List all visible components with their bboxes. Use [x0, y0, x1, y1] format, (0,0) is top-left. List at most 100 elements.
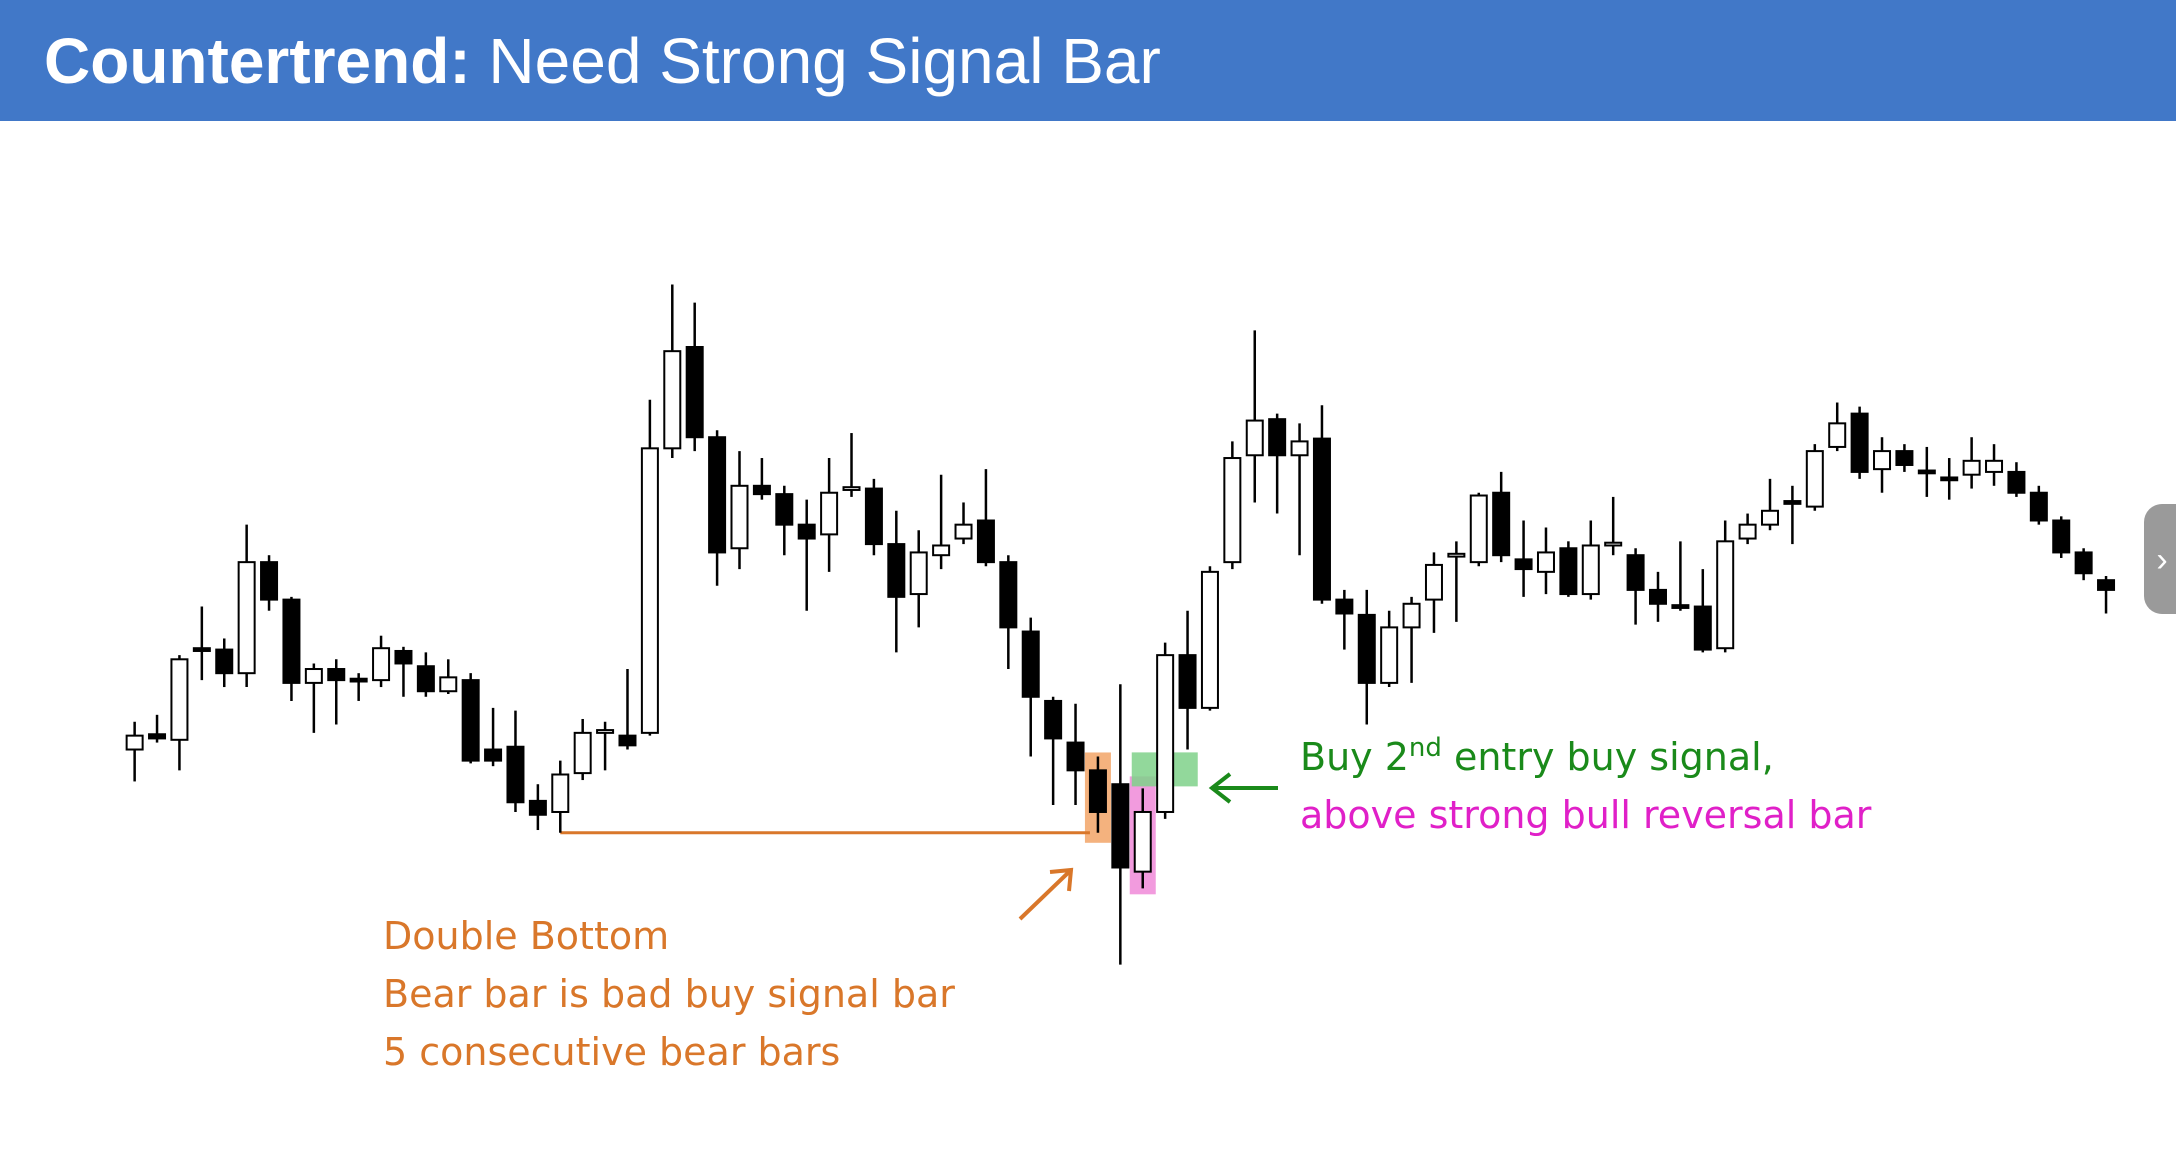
candle-body [304, 668, 323, 684]
annotation-line: 5 consecutive bear bars [383, 1030, 840, 1074]
candle-body [976, 519, 995, 564]
candle-body [2007, 470, 2026, 494]
candle-body [215, 648, 234, 675]
side-tab-icon[interactable]: › [2156, 541, 2167, 579]
candle-body [1738, 523, 1757, 540]
buy-sup: nd [1409, 733, 1442, 763]
candle-body [1021, 630, 1040, 698]
candle-body [1761, 509, 1780, 526]
side-tab[interactable]: › [2144, 504, 2176, 614]
candle-body [372, 647, 391, 682]
header-bar [0, 0, 2176, 121]
candle-body [349, 677, 368, 683]
candle-body [1985, 459, 2004, 473]
annotation-line: Bear bar is bad buy signal bar [383, 972, 955, 1016]
candle-body [999, 561, 1018, 629]
candle-body [1514, 558, 1533, 571]
candle-body [1290, 440, 1309, 457]
candle-body [1895, 450, 1914, 466]
candle-body [730, 484, 749, 550]
candle-body [1380, 626, 1399, 684]
candle-body [1850, 412, 1869, 473]
candle-body [192, 647, 211, 652]
candle-body [1156, 654, 1175, 813]
candle-body [2052, 519, 2071, 554]
candle-body [1335, 598, 1354, 615]
orange-arrow [1018, 867, 1074, 921]
candle-body [1805, 450, 1824, 508]
candle-body [887, 543, 906, 598]
candle-body [1245, 419, 1264, 457]
header-title: Countertrend: Need Strong Signal Bar [44, 25, 1161, 97]
candle-body [864, 487, 883, 546]
buy-start: Buy 2 [1300, 735, 1409, 779]
candle-body [551, 773, 570, 813]
candle-body [1312, 437, 1331, 601]
candle-body [752, 484, 771, 496]
candle-body [1268, 418, 1287, 457]
candle-body [820, 491, 839, 536]
candle-body [1559, 547, 1578, 596]
candle-body [1178, 654, 1197, 709]
candle-body [1604, 541, 1623, 547]
chart [125, 284, 2116, 965]
green-arrow [1208, 772, 1278, 804]
candle-body [1917, 469, 1936, 475]
candle-body [842, 486, 861, 491]
candle-body [439, 676, 458, 693]
candle-body [282, 598, 301, 684]
candle-body [618, 734, 637, 747]
candle-body [932, 544, 951, 557]
candle-body [148, 733, 167, 740]
candle-body [528, 799, 547, 816]
candle-body [1693, 605, 1712, 651]
candle-body [125, 734, 144, 751]
candle-body [1200, 570, 1219, 709]
candle-body [1716, 540, 1735, 650]
candle-body [1828, 422, 1847, 448]
candle-body [1940, 476, 1959, 482]
buy-signal-text: Buy 2nd entry buy signal, [1300, 733, 1774, 779]
candle-body [237, 561, 256, 675]
candle-body [1671, 604, 1690, 609]
title-bold: Countertrend: [44, 25, 471, 97]
candle-body [1873, 450, 1892, 471]
candle-body [394, 649, 413, 665]
buy-end: entry buy signal, [1442, 735, 1774, 779]
candle-body [663, 350, 682, 450]
candle-body [1223, 457, 1242, 564]
candle-body [596, 729, 615, 734]
title-rest: Need Strong Signal Bar [488, 25, 1160, 97]
candle-body [1469, 494, 1488, 564]
candle-body [506, 745, 525, 804]
candle-body [775, 493, 794, 526]
candle-body [2097, 579, 2116, 591]
candle-body [2029, 491, 2048, 522]
candle-body [1357, 613, 1376, 684]
candle-body [1044, 699, 1063, 740]
annotation-line: Double Bottom [383, 914, 669, 958]
candle-body [640, 447, 659, 734]
candle-body [1962, 459, 1981, 476]
candle-body [2074, 551, 2093, 575]
candle-body [260, 561, 279, 601]
reversal-text: above strong bull reversal bar [1300, 793, 1872, 837]
candle-body [685, 346, 704, 439]
candle-body [1133, 810, 1152, 873]
candle-body [797, 523, 816, 540]
candle-body [708, 436, 727, 554]
candle-body [327, 668, 346, 682]
candle-body [909, 551, 928, 596]
candle-body [1088, 769, 1107, 813]
candle-body [1783, 500, 1802, 505]
candle-body [416, 665, 435, 693]
candle-body [1648, 588, 1667, 605]
candle-body [954, 523, 973, 540]
candle-body [1066, 741, 1085, 772]
candle-body [461, 679, 480, 762]
candle-body [1536, 551, 1555, 573]
candle-body [1581, 544, 1600, 596]
candle-body [1626, 554, 1645, 591]
